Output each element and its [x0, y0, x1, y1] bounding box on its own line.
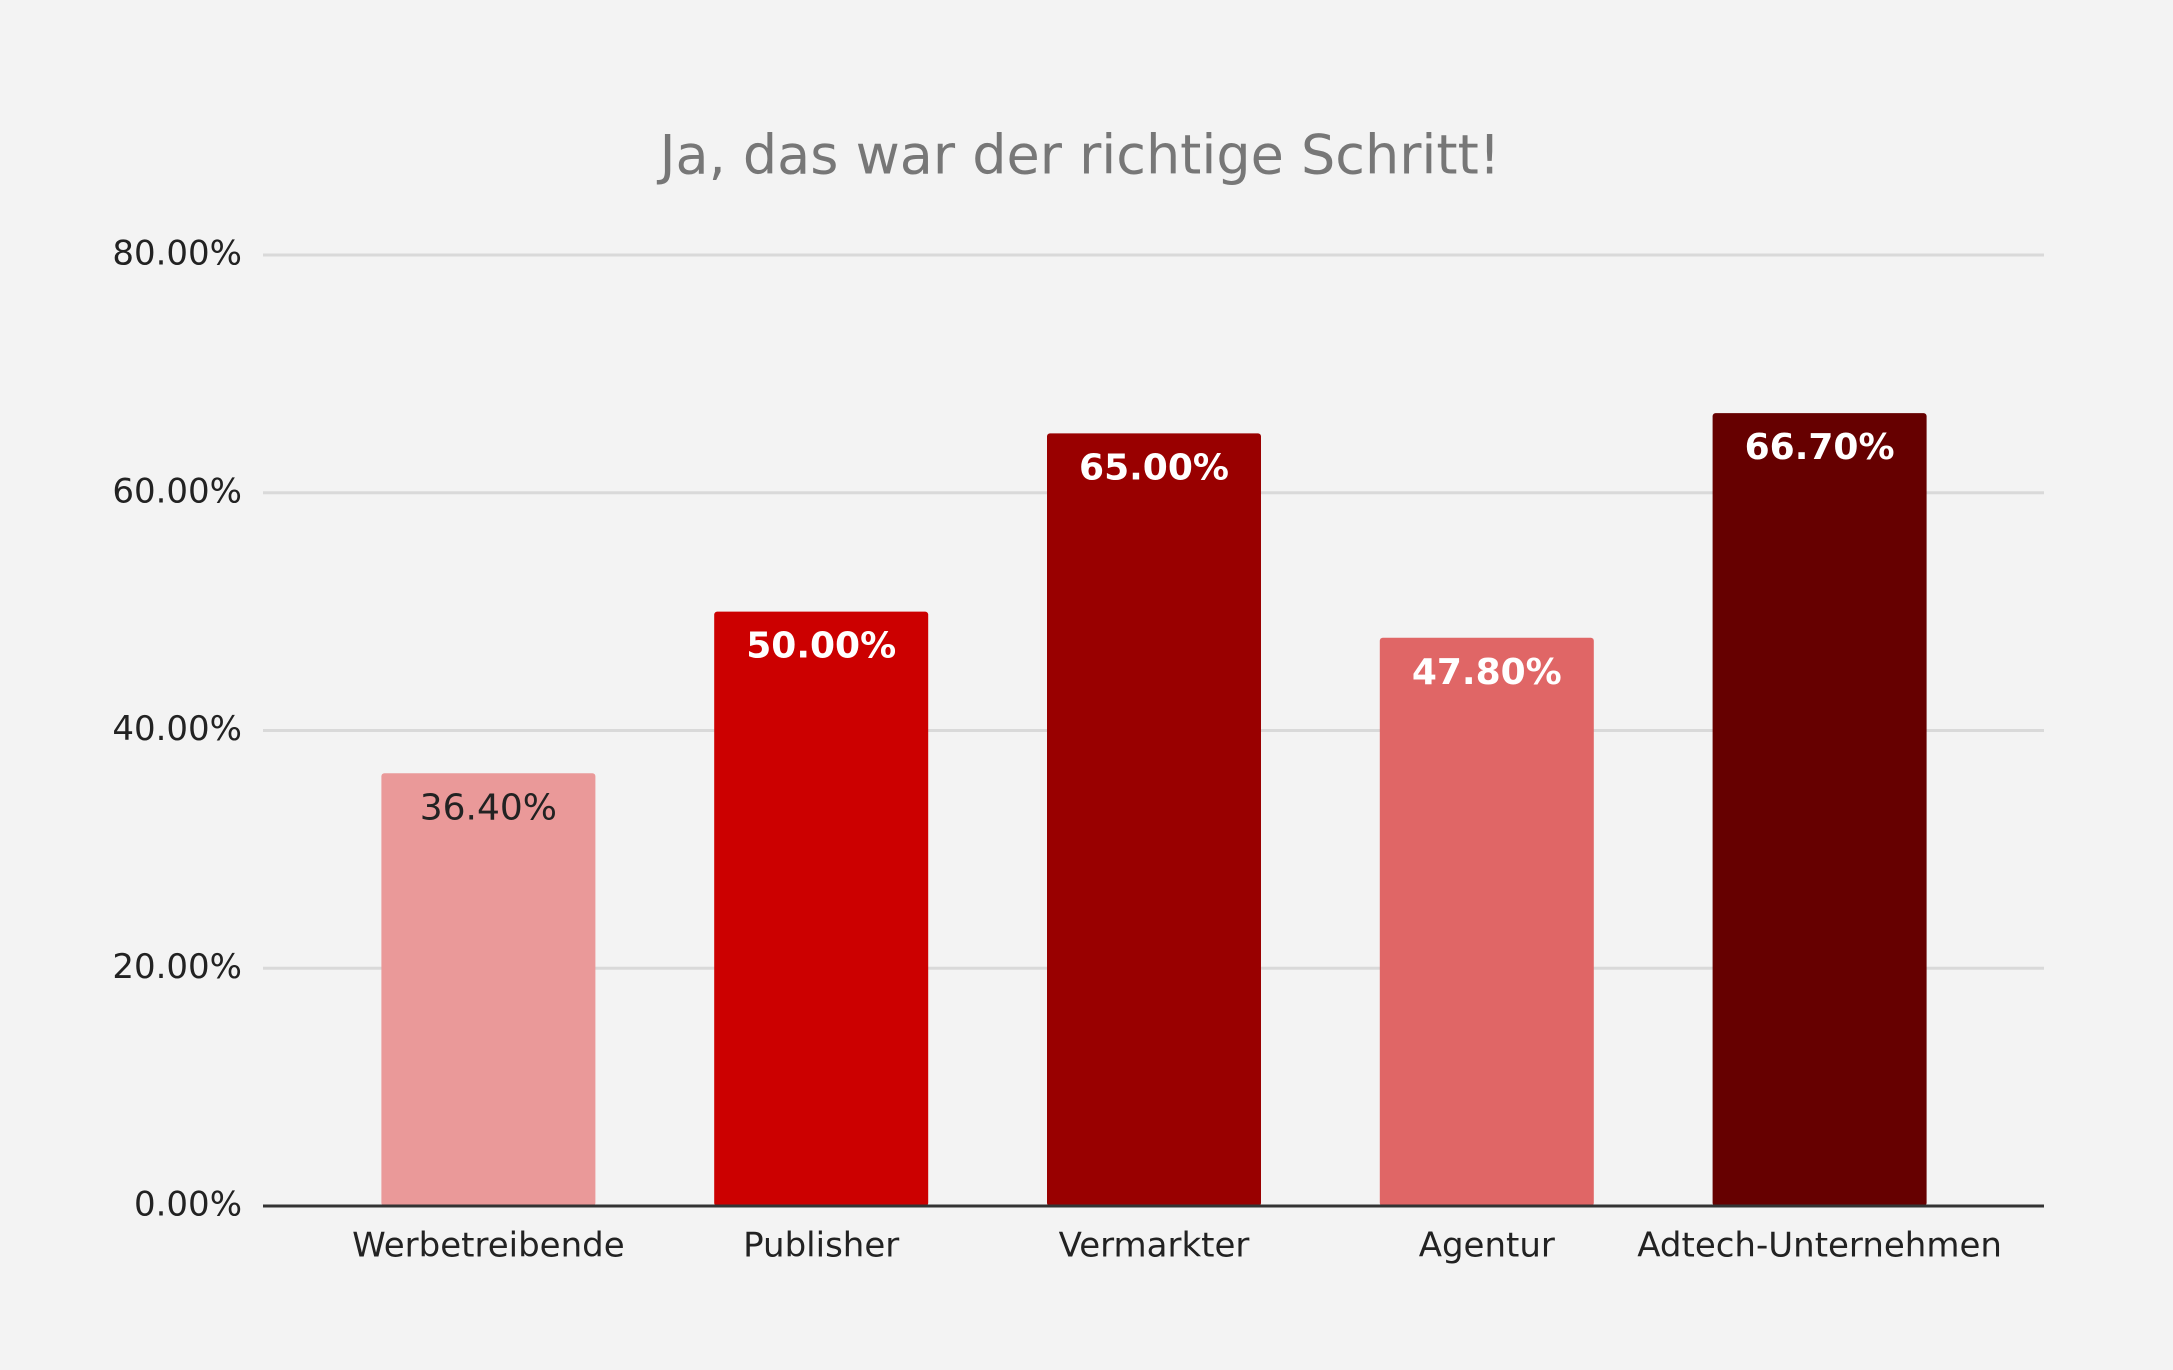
bar [1712, 413, 1927, 1206]
x-tick-label: Publisher [743, 1226, 899, 1266]
x-tick-label: Vermarkter [1059, 1226, 1250, 1266]
value-label: 50.00% [746, 626, 896, 667]
x-tick-label: Werbetreibende [352, 1226, 625, 1266]
y-tick-label: 80.00% [112, 234, 242, 274]
value-label: 66.70% [1745, 427, 1895, 468]
y-tick-label: 0.00% [134, 1185, 242, 1225]
y-tick-label: 20.00% [112, 947, 242, 987]
value-label: 65.00% [1079, 447, 1229, 488]
y-tick-label: 60.00% [112, 471, 242, 511]
value-label: 47.80% [1412, 652, 1562, 693]
bar [381, 773, 596, 1206]
value-label: 36.40% [420, 787, 557, 828]
bar [714, 611, 929, 1206]
x-tick-label: Agentur [1419, 1226, 1555, 1266]
chart-title: Ja, das war der richtige Schritt! [657, 124, 1501, 187]
bar [1047, 433, 1261, 1206]
x-tick-label: Adtech-Unternehmen [1637, 1226, 2002, 1266]
bar [1379, 637, 1594, 1206]
y-tick-label: 40.00% [112, 709, 242, 749]
